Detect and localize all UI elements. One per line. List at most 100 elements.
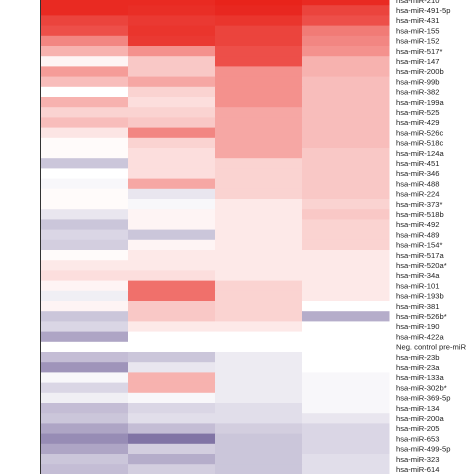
- row-label: hsa-miR-499-5p: [396, 445, 450, 454]
- heatmap-cell: [41, 443, 129, 455]
- heatmap-cell: [215, 443, 303, 455]
- heatmap-cell: [302, 127, 390, 139]
- heatmap-cell: [215, 311, 303, 322]
- heatmap-cell: [215, 117, 303, 129]
- heatmap-cell: [128, 25, 216, 37]
- heatmap-cell: [128, 86, 216, 98]
- row-label: hsa-miR-369-5p: [396, 394, 450, 403]
- row-label: hsa-miR-488: [396, 179, 439, 188]
- row-label: hsa-miR-152: [396, 37, 439, 46]
- heatmap-cell: [215, 148, 303, 159]
- row-label: hsa-miR-190: [396, 322, 439, 331]
- heatmap-cell: [41, 250, 129, 261]
- heatmap-cell: [128, 158, 216, 169]
- heatmap-cell: [128, 352, 216, 363]
- heatmap-cell: [302, 423, 390, 435]
- heatmap-cell: [41, 158, 129, 169]
- row-label: hsa-miR-518c: [396, 139, 443, 148]
- heatmap-cell: [302, 382, 390, 394]
- heatmap-cell: [215, 66, 303, 78]
- heatmap-cell: [215, 290, 303, 302]
- heatmap-cell: [41, 25, 129, 37]
- heatmap-cell: [41, 199, 129, 210]
- row-label: hsa-miR-431: [396, 16, 439, 25]
- row-label: hsa-miR-205: [396, 424, 439, 433]
- heatmap-cell: [215, 188, 303, 200]
- heatmap-cell: [215, 260, 303, 271]
- heatmap-cell: [302, 270, 390, 282]
- heatmap-cell: [215, 46, 303, 57]
- row-label: hsa-miR-382: [396, 88, 439, 97]
- heatmap-cell: [302, 117, 390, 129]
- row-label: hsa-miR-199a: [396, 98, 444, 107]
- heatmap-cell: [128, 372, 216, 384]
- heatmap-cell: [41, 229, 129, 241]
- row-label: hsa-miR-526c: [396, 128, 443, 137]
- heatmap-cell: [128, 260, 216, 271]
- heatmap-cell: [128, 209, 216, 220]
- heatmap-cell: [302, 25, 390, 37]
- heatmap-cell: [41, 46, 129, 57]
- row-label: hsa-miR-517a: [396, 251, 444, 260]
- heatmap-cell: [41, 188, 129, 200]
- row-labels: hsa-miR-210hsa-miR-491-5phsa-miR-431hsa-…: [396, 0, 467, 474]
- heatmap-cell: [302, 229, 390, 241]
- heatmap-cell: [128, 331, 216, 343]
- row-label: hsa-miR-526b*: [396, 312, 447, 321]
- heatmap-cell: [215, 199, 303, 210]
- heatmap-cell: [41, 433, 129, 445]
- heatmap-cell: [128, 341, 216, 353]
- heatmap-cell: [302, 86, 390, 98]
- heatmap-cell: [215, 15, 303, 27]
- row-label: hsa-miR-492: [396, 220, 439, 229]
- heatmap-cell: [215, 362, 303, 373]
- row-label: hsa-miR-23b: [396, 353, 439, 362]
- heatmap-cell: [215, 341, 303, 353]
- heatmap-cell: [128, 239, 216, 251]
- heatmap-cell: [128, 199, 216, 210]
- heatmap-cell: [215, 270, 303, 282]
- heatmap-cell: [302, 454, 390, 465]
- heatmap-cell: [128, 15, 216, 27]
- heatmap-cell: [215, 76, 303, 88]
- row-label: hsa-miR-381: [396, 302, 439, 311]
- heatmap-cell: [41, 219, 129, 231]
- heatmap-cell: [215, 56, 303, 67]
- heatmap-cell: [128, 392, 216, 404]
- row-label: hsa-miR-302b*: [396, 383, 447, 392]
- heatmap-cell: [128, 413, 216, 424]
- heatmap-cell: [41, 321, 129, 333]
- heatmap-cell: [41, 56, 129, 67]
- heatmap-cell: [215, 137, 303, 149]
- heatmap-cell: [128, 97, 216, 108]
- row-label: hsa-miR-224: [396, 190, 439, 199]
- heatmap-cell: [41, 301, 129, 312]
- heatmap-cell: [41, 392, 129, 404]
- heatmap-cell: [215, 413, 303, 424]
- heatmap-cell: [302, 260, 390, 271]
- heatmap-cell: [302, 311, 390, 322]
- heatmap-cell: [302, 443, 390, 455]
- heatmap-cell: [302, 15, 390, 27]
- heatmap-cell: [215, 97, 303, 108]
- heatmap-cell: [41, 341, 129, 353]
- heatmap-cell: [41, 178, 129, 190]
- heatmap-cell: [128, 35, 216, 47]
- row-label: hsa-miR-124a: [396, 149, 444, 158]
- heatmap-cell: [215, 158, 303, 169]
- heatmap-cell: [41, 15, 129, 27]
- row-label: hsa-miR-520a*: [396, 261, 447, 270]
- heatmap-cell: [302, 56, 390, 67]
- heatmap-cell: [215, 209, 303, 220]
- heatmap-cell: [41, 107, 129, 118]
- heatmap-cell: [41, 127, 129, 139]
- heatmap-cell: [128, 0, 216, 6]
- heatmap-cell: [41, 97, 129, 108]
- heatmap-cell: [215, 229, 303, 241]
- heatmap-cell: [41, 260, 129, 271]
- row-label: Neg. control pre-miR: [396, 343, 467, 352]
- heatmap-cell: [302, 0, 390, 6]
- heatmap-cell: [41, 362, 129, 373]
- heatmap-cell: [215, 239, 303, 251]
- heatmap-cell: [302, 76, 390, 88]
